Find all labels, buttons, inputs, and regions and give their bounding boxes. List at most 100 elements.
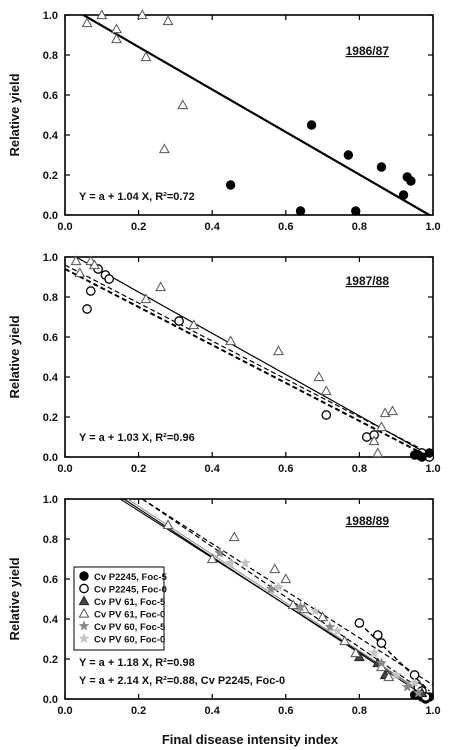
data-point <box>313 371 325 382</box>
x-tick-label: 0.2 <box>131 705 146 717</box>
data-point <box>387 405 398 416</box>
legend-marker <box>78 620 90 631</box>
data-point <box>295 601 306 612</box>
data-point <box>412 687 424 698</box>
data-series <box>162 519 395 682</box>
y-axis-label: Relative yield <box>7 315 22 398</box>
data-point <box>111 23 122 34</box>
data-point <box>273 581 284 592</box>
y-tick-label: 0.2 <box>43 654 58 666</box>
regression-equation: Y = a + 1.04 X, R²=0.72 <box>79 191 195 203</box>
data-series <box>225 120 416 216</box>
y-tick-label: 0.0 <box>43 694 58 706</box>
data-point <box>265 583 277 594</box>
data-point <box>306 120 317 130</box>
data-point <box>206 553 218 564</box>
data-point <box>339 635 351 646</box>
y-tick-label: 0.4 <box>43 614 59 626</box>
panel-year-label: 1987/88 <box>346 274 390 288</box>
data-point <box>162 519 174 530</box>
legend-box <box>73 566 165 651</box>
data-series <box>409 448 435 462</box>
y-axis-label: Relative yield <box>7 557 22 640</box>
data-point <box>354 618 365 628</box>
data-point <box>372 447 384 458</box>
y-tick-label: 0.6 <box>43 332 58 344</box>
data-point <box>331 625 343 636</box>
data-point <box>376 162 387 172</box>
data-point <box>368 435 380 446</box>
legend-label: Cv P2245, Foc-0 <box>94 585 167 596</box>
x-tick-label: 0.4 <box>205 705 221 717</box>
x-tick-label: 0.6 <box>278 705 293 717</box>
legend: Cv P2245, Foc-5 Cv P2245, Foc-0Cv PV 61, … <box>73 566 168 651</box>
regression-line <box>82 15 430 215</box>
data-point <box>372 630 383 640</box>
data-point <box>269 563 281 574</box>
data-point <box>81 17 93 28</box>
data-series <box>81 9 189 154</box>
data-point <box>225 335 237 346</box>
legend-marker <box>79 583 89 594</box>
data-point <box>162 15 174 26</box>
y-tick-label: 0.0 <box>43 210 58 222</box>
data-point <box>350 647 362 658</box>
x-tick-label: 0.0 <box>57 705 72 717</box>
panel-year-label: 1986/87 <box>346 44 390 58</box>
data-point <box>295 206 306 216</box>
data-point <box>225 557 236 568</box>
y-tick-label: 0.2 <box>43 170 58 182</box>
regression-line <box>65 264 433 456</box>
regression-lines <box>65 257 433 457</box>
data-point <box>272 345 284 356</box>
data-point <box>239 557 251 568</box>
x-tick-label: 0.4 <box>205 463 221 475</box>
data-series <box>214 547 424 698</box>
panel-year-label: 1988/89 <box>346 514 390 528</box>
y-tick-label: 0.8 <box>43 50 58 62</box>
data-point <box>177 99 189 110</box>
data-point <box>368 647 380 658</box>
data-point <box>379 407 391 418</box>
regression-line <box>358 622 430 692</box>
data-point <box>390 669 402 680</box>
legend-label: Cv PV 61, Foc-5 <box>94 597 166 608</box>
data-point <box>70 255 82 266</box>
x-tick-label: 0.8 <box>352 463 367 475</box>
data-point <box>406 176 416 186</box>
legend-label: Cv P2245, Foc-5 <box>94 572 168 583</box>
y-tick-label: 0.6 <box>43 574 58 586</box>
y-tick-label: 0.2 <box>43 412 58 424</box>
data-point <box>398 190 409 200</box>
data-series <box>225 557 420 688</box>
y-tick-label: 0.8 <box>43 534 58 546</box>
data-point <box>174 316 184 326</box>
data-point <box>155 281 167 292</box>
y-tick-label: 0.4 <box>43 130 59 142</box>
legend-label: Cv PV 60, Foc-0 <box>94 635 165 646</box>
data-point <box>417 452 427 462</box>
x-axis-label: Final disease intensity index <box>162 732 339 747</box>
data-point <box>82 304 92 314</box>
plot-frame <box>64 256 434 458</box>
data-point <box>74 267 86 278</box>
x-tick-label: 0.2 <box>131 221 146 233</box>
data-point <box>96 9 108 20</box>
data-point <box>343 150 354 160</box>
plot-frame <box>64 498 434 700</box>
data-point <box>351 206 361 216</box>
regression-lines <box>82 15 430 215</box>
regression-equation: Y = a + 1.18 X, R²=0.98 <box>79 657 195 669</box>
x-tick-label: 0.0 <box>57 221 72 233</box>
data-point <box>111 33 122 44</box>
data-point <box>409 677 420 688</box>
data-point <box>401 681 413 692</box>
legend-marker <box>78 607 90 618</box>
y-tick-label: 1.0 <box>43 252 58 264</box>
y-tick-label: 1.0 <box>43 494 58 506</box>
data-point <box>140 51 152 62</box>
legend-marker <box>78 632 90 644</box>
regression-equation: Y = a + 1.03 X, R²=0.96 <box>79 432 195 444</box>
data-point <box>321 410 332 420</box>
